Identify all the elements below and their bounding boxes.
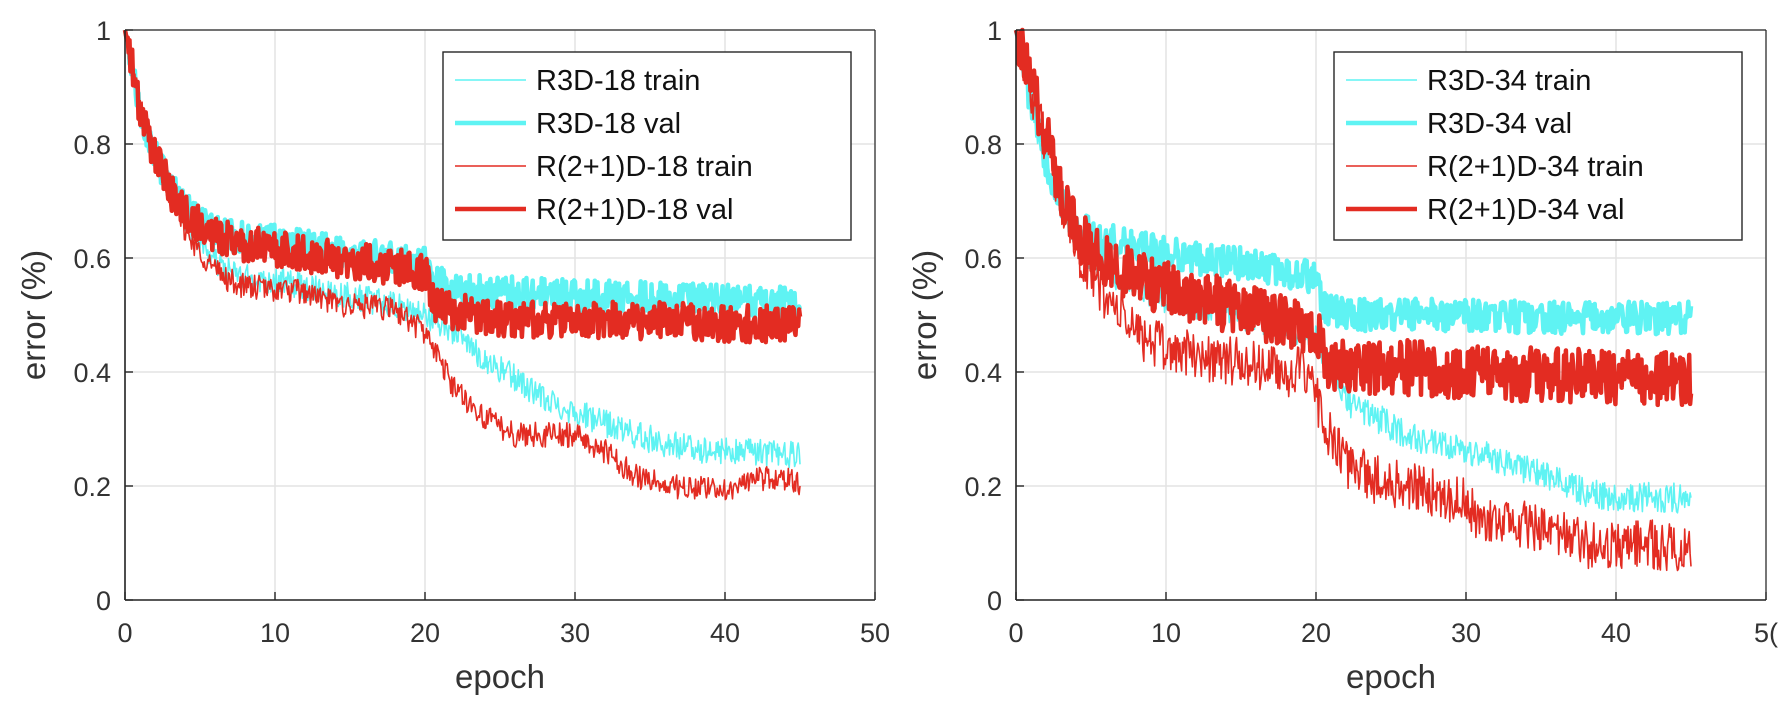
x-tick-label: 0 (1008, 618, 1023, 648)
y-tick-label: 0.6 (964, 244, 1002, 274)
y-tick-label: 0.8 (73, 130, 111, 160)
legend-label: R3D-34 train (1427, 65, 1591, 97)
legend-label: R(2+1)D-34 train (1427, 151, 1644, 183)
x-tick-label: 10 (260, 618, 290, 648)
y-tick-label: 0.2 (964, 472, 1002, 502)
series-line-r-2-1-d-34-val (1013, 27, 1694, 408)
x-tick-label: 30 (1451, 618, 1481, 648)
x-tick-label: 40 (1601, 618, 1631, 648)
legend-label: R3D-18 train (536, 65, 700, 97)
legend-label: R3D-34 val (1427, 108, 1572, 140)
series-line-r3d-18-train (124, 29, 801, 469)
chart-panel-2: 0 10 20 30 40 5( 0 0.2 0.4 0.6 0.8 1 epoch error (%) R… (906, 16, 1778, 695)
x-tick-label: 40 (710, 618, 740, 648)
x-tick-label: 10 (1151, 618, 1181, 648)
y-tick-label: 1 (987, 16, 1002, 46)
x-tick-label: 50 (860, 618, 890, 648)
y-axis-label: error (%) (15, 250, 52, 380)
series-line-r-2-1-d-18-train (124, 29, 801, 501)
y-tick-label: 0 (987, 586, 1002, 616)
x-tick-label: 20 (1301, 618, 1331, 648)
legend: R3D-34 train R3D-34 val R(2+1)D-34 train R(… (1333, 51, 1743, 241)
legend-label: R3D-18 val (536, 108, 681, 140)
chart-panel-1: 0 10 20 30 40 50 0 0.2 0.4 0.6 0.8 1 epoch error (%) R… (15, 16, 890, 695)
legend: R3D-18 train R3D-18 val R(2+1)D-18 train R(… (442, 51, 852, 241)
series-line-r-2-1-d-18-val (122, 29, 803, 345)
x-tick-label: 30 (560, 618, 590, 648)
y-tick-label: 0.8 (964, 130, 1002, 160)
y-tick-label: 0 (96, 586, 111, 616)
x-axis-label: epoch (455, 658, 545, 695)
x-tick-label: 0 (117, 618, 132, 648)
x-tick-label: 20 (410, 618, 440, 648)
y-tick-label: 1 (96, 16, 111, 46)
x-tick-label: 5( (1754, 618, 1778, 648)
y-tick-label: 0.6 (73, 244, 111, 274)
legend-label: R(2+1)D-18 train (536, 151, 753, 183)
y-tick-label: 0.4 (964, 358, 1002, 388)
legend-label: R(2+1)D-34 val (1427, 194, 1624, 226)
y-axis-label: error (%) (906, 250, 943, 380)
x-axis-label: epoch (1346, 658, 1436, 695)
legend-label: R(2+1)D-18 val (536, 194, 733, 226)
y-tick-label: 0.2 (73, 472, 111, 502)
series-line-r-2-1-d-34-train (1015, 29, 1692, 572)
y-tick-label: 0.4 (73, 358, 111, 388)
